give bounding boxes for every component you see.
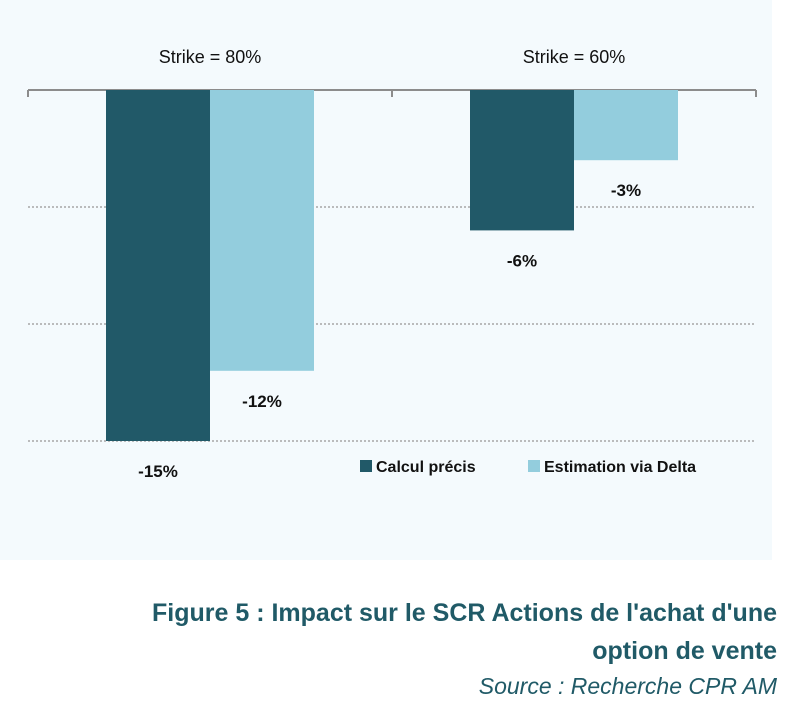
- bar-chart: -15% -12% Strike = 80% -6% -3% Strike = 60% Ca…: [27, 47, 757, 481]
- bar-estimation-delta: [574, 90, 678, 161]
- legend-label: Calcul précis: [376, 459, 476, 476]
- bar-estimation-delta: [210, 90, 314, 371]
- data-label: -12%: [242, 392, 282, 411]
- category-label: Strike = 60%: [523, 47, 626, 67]
- chart-panel: -15% -12% Strike = 80% -6% -3% Strike = 60% Ca…: [0, 0, 772, 560]
- legend-swatch: [360, 460, 372, 472]
- figure-caption: Figure 5 : Impact sur le SCR Actions de …: [152, 599, 777, 665]
- legend-label: Estimation via Delta: [544, 459, 696, 476]
- data-label: -3%: [611, 181, 641, 200]
- data-label: -15%: [138, 462, 178, 481]
- bar-calcul-precis: [470, 90, 574, 231]
- legend-swatch: [528, 460, 540, 472]
- category-label: Strike = 80%: [159, 47, 262, 67]
- figure-source: Source : Recherche CPR AM: [478, 673, 777, 699]
- data-label: -6%: [507, 251, 537, 270]
- bar-calcul-precis: [106, 90, 210, 441]
